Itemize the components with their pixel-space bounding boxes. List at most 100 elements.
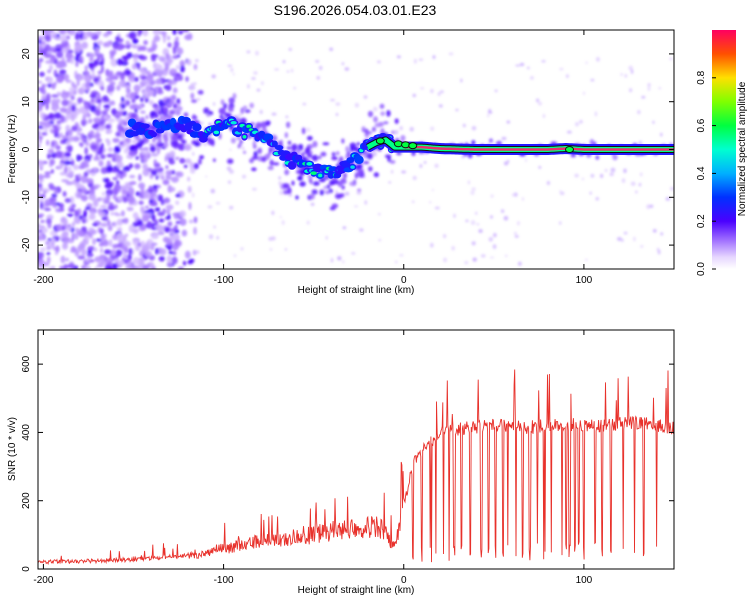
spectrogram-speck [38,232,42,236]
spectrogram-y-axis-label: Frequency (Hz) [7,115,18,184]
spectrogram-speck [39,112,46,119]
spectrogram-speck [471,187,476,191]
spectrogram-speck [140,110,146,114]
spectrogram-speck [652,228,657,233]
spectrogram-speck [574,173,579,178]
spectrogram-speck [77,127,83,132]
spectrogram-speck [178,30,184,35]
spectrogram-speck [39,71,45,77]
spectrogram-speck [85,158,89,167]
spectrogram-speck [389,160,396,164]
spectrogram-speck [111,76,119,80]
spectrogram-speck [157,211,165,217]
spectrogram-speck [175,72,181,78]
spectrogram-speck [152,184,158,189]
spectrogram-speck [95,47,100,55]
spectrogram-speck [184,158,192,164]
spectrogram-speck [38,144,42,148]
spectrogram-speck [65,181,74,186]
spectrogram-speck [56,50,64,59]
spectrogram-speck [94,256,102,263]
spectrogram-speck [50,169,54,174]
spectrogram-speck [205,175,208,178]
spectrogram-speck [366,152,373,160]
spectrogram-speck [183,164,188,169]
spectrogram-speck [92,223,99,227]
spectrogram-speck [165,165,169,169]
spectrogram-speck [77,97,84,104]
spectrogram-speck [46,76,54,84]
spectrogram-speck [351,252,356,255]
spectrogram-speck [173,40,180,48]
spectrogram-speck [78,60,83,64]
spectrogram-speck [282,60,286,64]
spectrogram-speck [93,247,98,252]
spectrogram-speck [260,121,267,128]
spectrogram-speck [81,41,89,49]
spectrogram-speck [45,102,49,110]
spectrogram-speck [279,216,282,219]
spectrogram-speck [621,238,624,242]
spectrogram-speck [616,236,622,242]
spectrogram-speck [595,56,600,62]
spectrogram-speck [296,148,301,155]
spectrogram-speck [116,180,120,186]
spectrogram-speck [305,127,311,133]
spectrogram-speck [107,225,113,232]
spectrogram-speck [448,52,454,56]
y-tick-label: 10 [21,96,32,108]
spectrogram-speck [124,241,132,247]
spectrogram-speck [284,248,287,251]
spectrogram-speck [341,62,345,66]
x-tick-label: -200 [33,575,53,586]
x-tick-label: 0 [401,275,407,286]
spectrogram-speck [229,148,232,151]
spectrogram-speck [84,103,88,110]
spectrogram-speck [208,122,212,126]
spectrogram-speck [637,109,641,115]
spectrogram-speck [41,83,46,92]
spectrogram-speck [157,137,162,144]
spectrogram-speck [172,55,179,60]
spectrogram-speck [95,152,99,160]
spectrogram-speck [40,235,46,241]
spectrogram-speck [63,156,69,162]
spectrogram-speck [168,159,176,165]
spectrogram-speck [138,147,145,151]
spectrogram-speck [437,91,441,96]
spectrogram-speck [97,31,101,36]
spectrogram-speck [100,167,108,174]
spectrogram-speck [438,104,443,108]
spectrogram-speck [171,256,178,265]
spectrogram-speck [379,103,385,109]
spectrogram-speck [318,155,322,160]
spectrogram-speck [175,200,180,206]
spectrogram-speck [240,107,245,115]
spectrogram-speck [157,142,165,147]
spectrogram-speck [354,102,360,108]
x-tick-label: -200 [33,275,53,286]
spectrogram-ridge-blob [246,124,252,129]
spectrogram-speck [98,61,104,66]
spectrogram-speck [647,86,651,91]
spectrogram-speck [129,92,136,99]
spectrogram-speck [465,219,469,223]
spectrogram-speck [486,114,490,118]
spectrogram-speck [128,31,137,40]
spectrogram-speck [241,146,245,150]
spectrogram-speck [125,99,131,106]
spectrogram-speck [116,162,124,169]
spectrogram-speck [38,198,45,204]
spectrogram-speck [60,115,66,123]
spectrogram-speck [86,252,94,258]
spectrogram-peak [401,141,411,149]
spectrogram-speck [470,190,475,196]
spectrogram-speck [86,250,93,254]
spectrogram-speck [356,142,361,146]
spectrogram-speck [86,256,92,261]
spectrogram-speck [215,201,221,205]
spectrogram-speck [374,122,382,128]
spectrogram-speck [100,64,104,73]
spectrogram-speck [488,237,494,242]
spectrogram-speck [62,236,70,241]
